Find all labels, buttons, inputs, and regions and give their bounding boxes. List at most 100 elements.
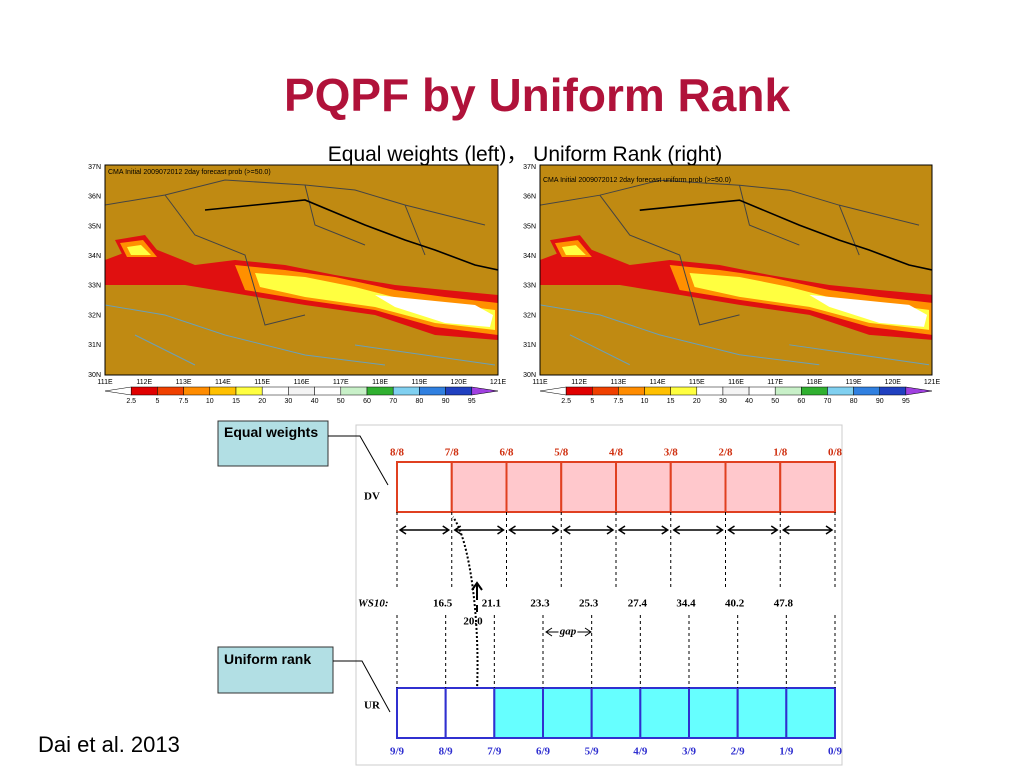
colorbar-label: 40 xyxy=(745,398,753,405)
colorbar-label: 7.5 xyxy=(179,398,189,405)
colorbar-cell xyxy=(419,386,446,396)
marker-arrow xyxy=(471,581,483,612)
dv-fraction: 0/8 xyxy=(828,447,843,459)
dv-fraction: 3/8 xyxy=(664,447,679,459)
lon-label: 120E xyxy=(451,379,468,386)
lat-label: 30N xyxy=(88,372,101,379)
colorbar-label: 5 xyxy=(155,398,159,405)
lon-label: 115E xyxy=(254,379,270,386)
ur-fraction: 7/9 xyxy=(487,746,502,758)
label-box-text: Uniform rank xyxy=(224,651,311,667)
lon-label: 119E xyxy=(411,379,427,386)
ur-cell xyxy=(493,687,545,739)
ur-cell xyxy=(639,687,690,739)
ur-cell xyxy=(590,687,642,739)
lon-label: 118E xyxy=(372,379,388,386)
colorbar-label: 30 xyxy=(285,398,293,405)
ur-fraction: 5/9 xyxy=(585,746,600,758)
colorbar-cell xyxy=(827,386,854,396)
lat-label: 32N xyxy=(88,312,101,319)
map-caption: CMA Initial 2009072012 2day forecast pro… xyxy=(108,169,271,176)
colorbar-cell xyxy=(644,386,671,396)
ur-fraction: 0/9 xyxy=(828,746,843,758)
ws-label: WS10: xyxy=(358,598,389,610)
dv-fraction: 2/8 xyxy=(718,447,733,459)
spacing-arrow xyxy=(727,525,779,535)
colorbar-cell xyxy=(157,386,184,396)
citation: Dai et al. 2013 xyxy=(38,732,180,757)
colorbar-cell xyxy=(288,386,315,396)
colorbar-cell xyxy=(905,386,933,396)
dv-cell xyxy=(505,461,563,513)
dv-cell xyxy=(669,461,727,513)
colorbar-cell xyxy=(748,386,776,396)
colorbar-cell xyxy=(879,386,907,396)
dv-cell xyxy=(724,461,782,513)
lon-label: 112E xyxy=(571,379,587,386)
colorbar-label: 2.5 xyxy=(126,398,136,405)
lon-label: 114E xyxy=(215,379,231,386)
label-text: Equal weights xyxy=(224,424,318,440)
colorbar-cell xyxy=(392,386,420,396)
colorbar-cell xyxy=(801,386,828,396)
map-frame xyxy=(104,164,499,376)
ur-fraction: 2/9 xyxy=(731,746,746,758)
colorbar-cell xyxy=(261,386,289,396)
colorbar-label: 50 xyxy=(771,398,779,405)
dv-cell xyxy=(450,461,508,513)
dv-fraction: 6/8 xyxy=(499,447,514,459)
dv-cell xyxy=(615,461,672,513)
marker-value: 20.0 xyxy=(463,616,483,628)
ur-cell xyxy=(785,687,836,739)
lon-label: 119E xyxy=(846,379,862,386)
colorbar-label: 70 xyxy=(389,398,397,405)
lat-label: 37N xyxy=(88,164,101,171)
slide-title: PQPF by Uniform Rank xyxy=(283,69,791,121)
spacing-arrow xyxy=(453,525,505,535)
colorbar-cell xyxy=(565,386,593,396)
lon-label: 115E xyxy=(689,379,705,386)
colorbar-label: 30 xyxy=(719,398,727,405)
colorbar-cell xyxy=(314,386,342,396)
dv-fraction: 4/8 xyxy=(609,447,624,459)
lat-label: 36N xyxy=(88,194,101,201)
ur-fraction: 4/9 xyxy=(633,746,648,758)
colorbar-cell xyxy=(445,386,473,396)
ur-cell xyxy=(396,687,447,739)
colorbar-cell xyxy=(130,386,158,396)
lat-label: 31N xyxy=(523,342,536,349)
ws-value: 16.5 xyxy=(433,598,453,610)
spacing-arrow xyxy=(562,525,615,535)
map-frame xyxy=(539,164,933,376)
colorbar-label: 95 xyxy=(902,398,910,405)
lon-label: 113E xyxy=(176,379,192,386)
ws-value: 34.4 xyxy=(676,598,696,610)
lon-label: 120E xyxy=(885,379,902,386)
spacing-arrow xyxy=(398,525,451,535)
colorbar-cell xyxy=(366,386,394,396)
lat-label: 34N xyxy=(523,253,536,260)
dv-fraction: 5/8 xyxy=(554,447,569,459)
map-left xyxy=(105,165,498,375)
colorbar-label: 7.5 xyxy=(614,398,624,405)
colorbar-label: 90 xyxy=(876,398,884,405)
colorbar-cell xyxy=(774,386,802,396)
colorbar-label: 20 xyxy=(693,398,701,405)
colorbar-label: 50 xyxy=(337,398,345,405)
lat-label: 30N xyxy=(523,372,536,379)
colorbar-cell xyxy=(539,386,567,396)
ur-cell xyxy=(688,687,739,739)
ws-value: 47.8 xyxy=(774,598,794,610)
colorbar-label: 70 xyxy=(824,398,832,405)
colorbar-label: 95 xyxy=(468,398,476,405)
slide-subtitle: Equal weights (left)， Uniform Rank (righ… xyxy=(327,143,723,166)
colorbar-label: 15 xyxy=(667,398,675,405)
lon-label: 121E xyxy=(924,379,941,386)
colorbar-label: 10 xyxy=(641,398,649,405)
colorbar-cell xyxy=(340,386,368,396)
ur-fraction: 1/9 xyxy=(779,746,794,758)
ws-value: 25.3 xyxy=(579,598,599,610)
colorbar-cell xyxy=(592,386,619,396)
lon-label: 116E xyxy=(294,379,310,386)
